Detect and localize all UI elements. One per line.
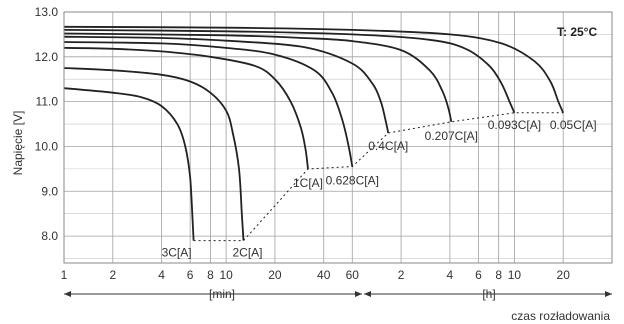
arrow-head-icon <box>605 291 612 297</box>
plot-frame <box>63 11 613 264</box>
series-layer <box>63 25 565 241</box>
x-tick-label: 60 <box>346 268 360 282</box>
series-label: 0.093C[A] <box>488 118 541 132</box>
x-tick-label: 10 <box>508 268 522 282</box>
series-curve <box>63 47 309 170</box>
series-curve <box>63 87 195 241</box>
x-unit-label-minutes: [min] <box>209 287 235 301</box>
x-unit-label-hours: [h] <box>482 287 495 301</box>
arrow-head-icon <box>355 291 362 297</box>
arrow-head-icon <box>364 291 371 297</box>
series-label: 0.05C[A] <box>550 118 597 132</box>
y-tick-label: 8.0 <box>41 229 58 243</box>
x-tick-label: 8 <box>207 268 214 282</box>
y-tick-label: 12.0 <box>35 50 59 64</box>
x-tick-label: 6 <box>187 268 194 282</box>
series-label: 0.207C[A] <box>425 129 478 143</box>
x-tick-label: 4 <box>158 268 165 282</box>
x-tick-label: 8 <box>495 268 502 282</box>
arrow-head-icon <box>64 291 71 297</box>
series-label: 3C[A] <box>162 246 192 260</box>
y-tick-label: 11.0 <box>36 95 59 109</box>
label-layer: 3C[A] 2C[A] 1C[A] 0.628C[A] 0.4C[A] 0.207C[A]… <box>162 118 597 260</box>
x-tick-label: 20 <box>557 268 571 282</box>
x-tick-label: 40 <box>317 268 331 282</box>
series-curve <box>63 35 390 134</box>
x-tick-label: 6 <box>475 268 482 282</box>
x-tick-label: 4 <box>447 268 454 282</box>
x-tick-label: 2 <box>109 268 116 282</box>
series-curve <box>63 32 453 122</box>
series-label: 1C[A] <box>293 176 323 190</box>
series-curve <box>63 25 565 114</box>
x-tick-label: 20 <box>268 268 282 282</box>
temperature-label: T: 25°C <box>557 25 597 39</box>
final-voltage-line-layer <box>193 112 564 242</box>
y-tick-label: 9.0 <box>41 184 58 198</box>
y-axis-title: Napięcie [V] <box>11 111 25 176</box>
x-tick-label: 2 <box>398 268 405 282</box>
series-label: 2C[A] <box>232 246 262 260</box>
series-label: 0.4C[A] <box>368 139 408 153</box>
series-curve <box>63 41 354 167</box>
minutes-range-arrow <box>64 291 362 297</box>
x-tick-label: 10 <box>219 268 233 282</box>
x-tick-label: 1 <box>61 268 68 282</box>
y-tick-label: 13.0 <box>35 5 59 19</box>
axis-layer: 8.09.010.011.012.013.01 2 4 6 8 10 20 40 60 2 4 6 8 1… <box>35 5 613 297</box>
series-curve <box>63 67 245 241</box>
final-voltage-line <box>193 112 564 242</box>
hours-range-arrow <box>364 291 612 297</box>
series-label: 0.628C[A] <box>326 174 379 188</box>
y-tick-label: 10.0 <box>35 139 59 153</box>
series-curve <box>63 29 516 114</box>
x-axis-title: czas rozładowania <box>511 309 610 323</box>
